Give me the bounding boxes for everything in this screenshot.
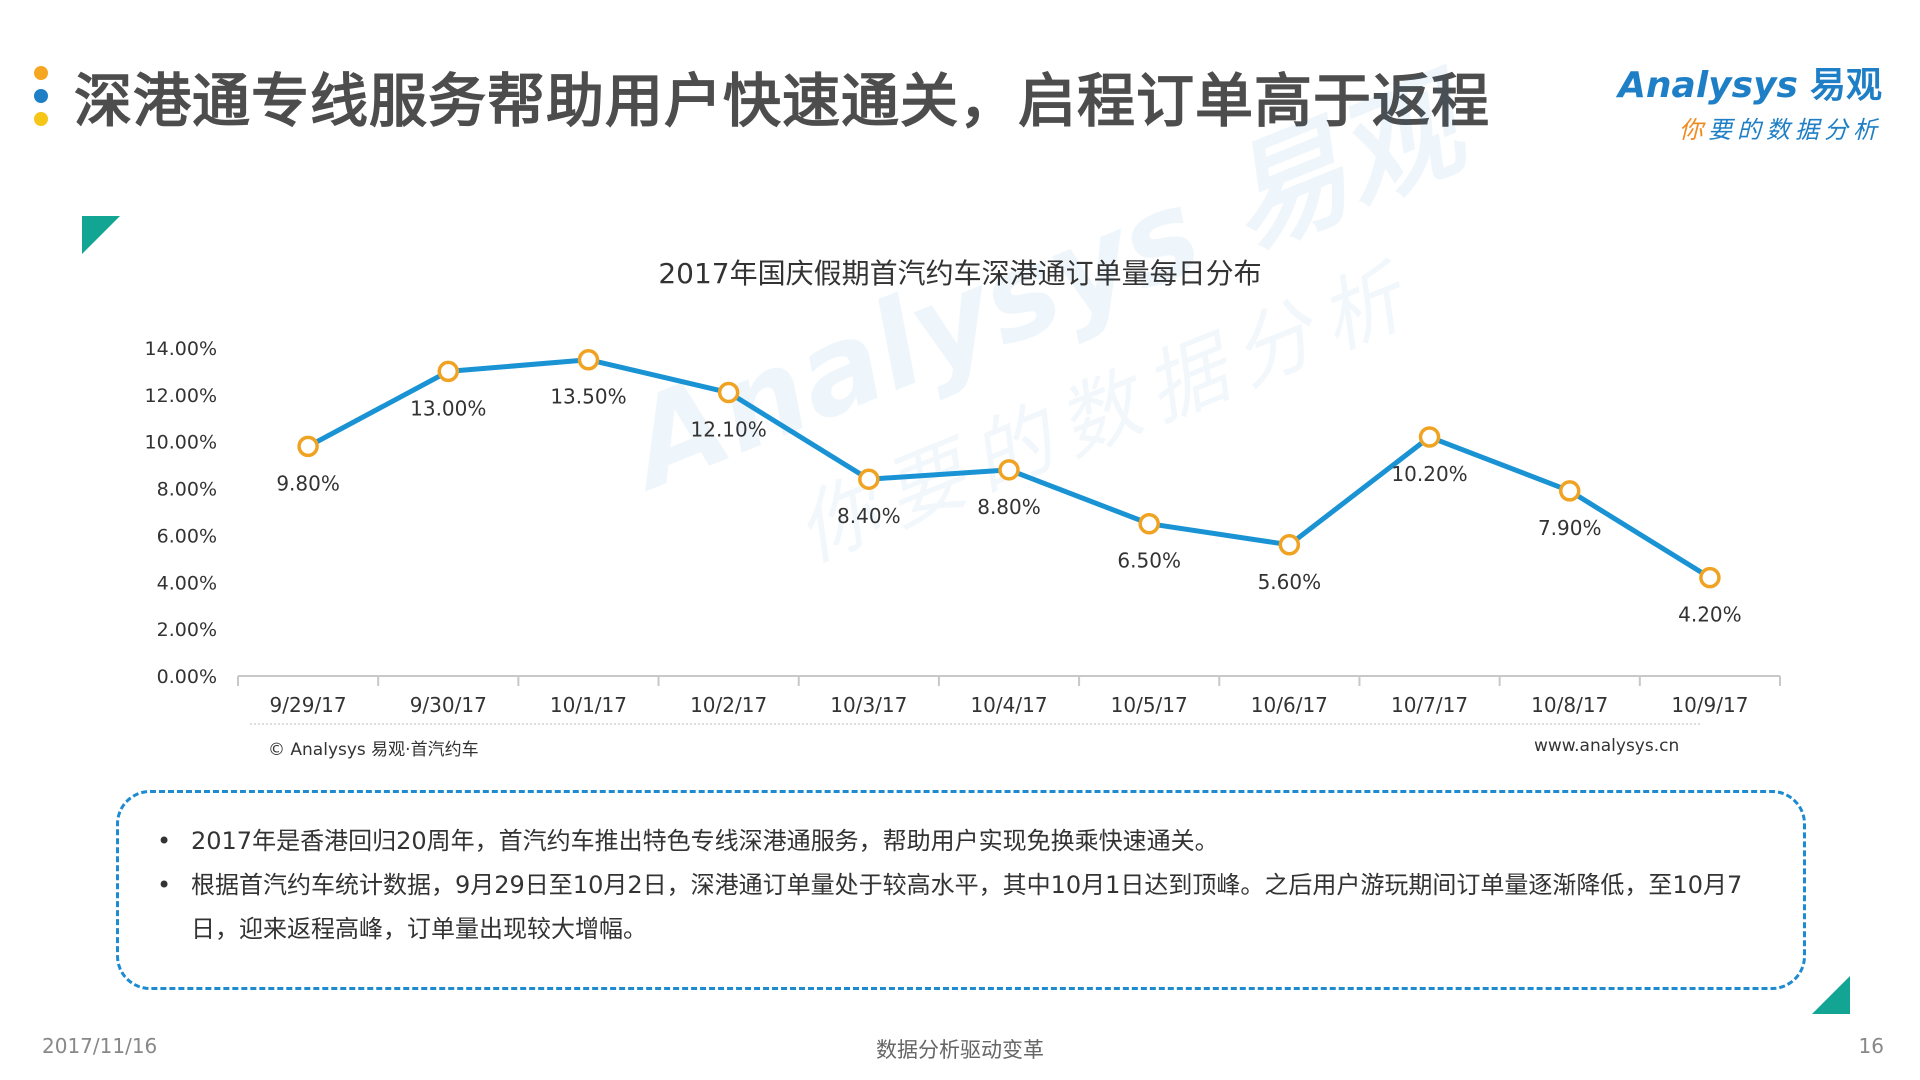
page-title: 深港通专线服务帮助用户快速通关，启程订单高于返程 xyxy=(74,67,1491,135)
corner-triangle-bottom xyxy=(1812,976,1850,1014)
data-label: 8.40% xyxy=(837,504,901,528)
x-tick-label: 10/2/17 xyxy=(690,693,767,717)
source-url: www.analysys.cn xyxy=(1534,736,1680,756)
title-decoration-dots xyxy=(34,66,50,135)
logo-slogan: 你要的数据分析 xyxy=(1618,110,1882,145)
x-tick-label: 9/30/17 xyxy=(410,693,487,717)
data-point xyxy=(858,468,880,490)
data-label: 9.80% xyxy=(276,471,340,495)
page-number: 16 xyxy=(1858,1034,1884,1058)
data-point xyxy=(717,381,740,404)
data-point xyxy=(1278,534,1301,556)
note-item: • 2017年是香港回归20周年，首汽约车推出特色专线深港通服务，帮助用户实现免换… xyxy=(143,819,1779,863)
line-chart: 0.00% 2.00% 4.00% 6.00% 8.00% 10.00% 12.00% 14.… xyxy=(145,338,1781,725)
note-text: 根据首汽约车统计数据，9月29日至10月2日，深港通订单量处于较高水平，其中10… xyxy=(191,871,1743,943)
data-point xyxy=(577,348,600,371)
data-point xyxy=(1558,480,1581,502)
y-tick-label: 14.00% xyxy=(145,338,217,360)
logo-brand-en: Analysys xyxy=(1618,65,1798,106)
data-label: 4.20% xyxy=(1678,603,1742,627)
data-point xyxy=(297,435,319,458)
x-tick-label: 10/6/17 xyxy=(1251,693,1328,717)
x-tick-label: 10/1/17 xyxy=(550,693,627,717)
y-tick-label: 6.00% xyxy=(157,525,217,547)
data-label: 13.00% xyxy=(410,396,486,420)
x-tick-label: 10/9/17 xyxy=(1671,693,1748,717)
data-point xyxy=(1699,566,1721,589)
note-item: • 根据首汽约车统计数据，9月29日至10月2日，深港通订单量处于较高水平，其中1… xyxy=(143,863,1779,951)
data-label: 6.50% xyxy=(1117,549,1181,573)
note-bullet: • xyxy=(157,871,172,899)
data-point xyxy=(437,360,460,383)
analysys-logo: Analysys 易观 你要的数据分析 xyxy=(1618,56,1882,145)
footer-slogan: 数据分析驱动变革 xyxy=(876,1038,1044,1062)
logo-brand-cn: 易观 xyxy=(1809,65,1882,106)
data-label: 8.80% xyxy=(977,495,1041,519)
y-tick-label: 12.00% xyxy=(145,385,217,407)
decoration-dot-orange xyxy=(34,66,48,80)
y-tick-label: 0.00% xyxy=(157,666,217,688)
note-text: 2017年是香港回归20周年，首汽约车推出特色专线深港通服务，帮助用户实现免换乘… xyxy=(191,827,1219,855)
x-tick-label: 10/8/17 xyxy=(1531,693,1608,717)
y-tick-label: 8.00% xyxy=(157,479,217,501)
data-point xyxy=(1418,426,1441,448)
y-tick-label: 4.00% xyxy=(157,572,217,594)
y-axis: 0.00% 2.00% 4.00% 6.00% 8.00% 10.00% 12.00% 14.… xyxy=(145,338,217,688)
x-tick-label: 10/4/17 xyxy=(970,693,1047,717)
corner-triangle-top xyxy=(82,216,120,254)
data-point xyxy=(998,459,1020,481)
source-credit: © Analysys 易观·首汽约车 xyxy=(268,740,479,760)
logo-slogan-rest: 要的数据分析 xyxy=(1708,116,1882,144)
chart-title: 2017年国庆假期首汽约车深港通订单量每日分布 xyxy=(658,257,1262,290)
notes-box: • 2017年是香港回归20周年，首汽约车推出特色专线深港通服务，帮助用户实现免换… xyxy=(116,790,1806,990)
y-tick-label: 2.00% xyxy=(157,619,217,641)
data-label: 12.10% xyxy=(691,418,767,442)
note-bullet: • xyxy=(157,827,172,855)
x-tick-label: 9/29/17 xyxy=(270,693,347,717)
y-tick-label: 10.00% xyxy=(145,432,217,454)
x-tick-label: 10/5/17 xyxy=(1111,693,1188,717)
x-tick-label: 10/3/17 xyxy=(830,693,907,717)
logo-brand: Analysys 易观 xyxy=(1618,56,1882,108)
data-label: 7.90% xyxy=(1538,516,1602,540)
x-tick-label: 10/7/17 xyxy=(1391,693,1468,717)
x-axis: 9/29/17 9/30/17 10/1/17 10/2/17 10/3/17 10/4/… xyxy=(237,675,1781,725)
footer-date: 2017/11/16 xyxy=(42,1034,158,1058)
data-point xyxy=(1138,512,1160,535)
data-label: 13.50% xyxy=(550,385,626,409)
decoration-dot-yellow xyxy=(34,112,48,126)
logo-slogan-first: 你 xyxy=(1679,116,1708,144)
data-label: 10.20% xyxy=(1391,462,1467,486)
decoration-dot-blue xyxy=(34,89,48,103)
series-order-share: 9.80% 13.00% 13.50% 12.10% 8.40% 8.80% 6.50% 5.… xyxy=(276,348,1742,627)
data-label: 5.60% xyxy=(1258,570,1322,594)
